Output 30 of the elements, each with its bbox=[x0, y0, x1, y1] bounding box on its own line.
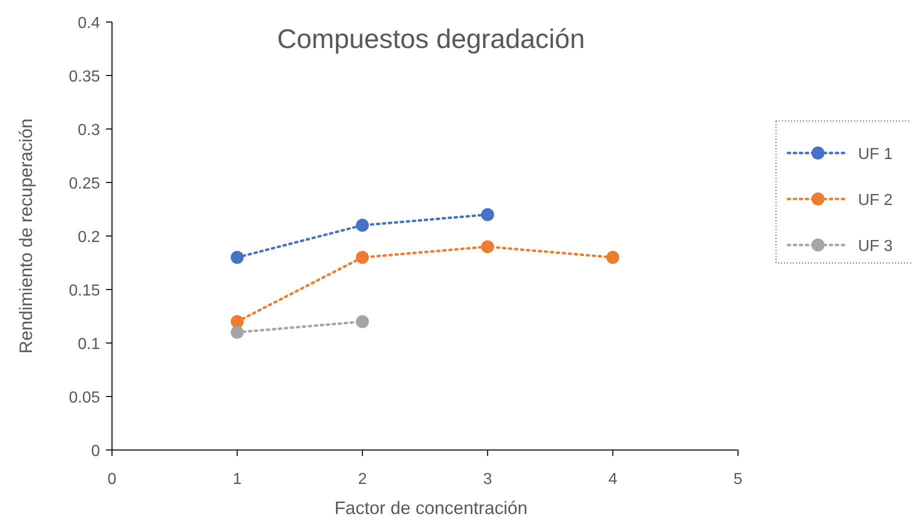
x-tick-label: 3 bbox=[483, 471, 492, 488]
point bbox=[606, 250, 620, 264]
x-tick-label: 0 bbox=[108, 471, 117, 488]
x-tick-label: 2 bbox=[358, 471, 367, 488]
point bbox=[230, 315, 244, 328]
legend-label: UF 3 bbox=[858, 238, 893, 255]
point bbox=[230, 326, 244, 339]
y-tick-label: 0.35 bbox=[68, 68, 100, 86]
y-axis-title: Rendimiento de recuperación bbox=[16, 118, 36, 354]
point bbox=[356, 315, 369, 328]
y-tick-label: 0.05 bbox=[68, 390, 100, 406]
point bbox=[356, 250, 369, 264]
y-tick-label: 0.3 bbox=[78, 122, 100, 139]
y-tick-label: 0.15 bbox=[68, 282, 100, 300]
x-tick-label: 5 bbox=[734, 471, 743, 488]
point bbox=[481, 240, 494, 254]
x-tick-label: 1 bbox=[232, 471, 242, 488]
point bbox=[356, 218, 369, 232]
point bbox=[230, 250, 244, 264]
point bbox=[481, 208, 494, 222]
y-tick-label: 0.1 bbox=[78, 336, 100, 353]
x-tick-label: 4 bbox=[608, 471, 618, 488]
legend-label: UF 1 bbox=[858, 146, 893, 163]
legend-label: UF 2 bbox=[858, 192, 893, 209]
x-axis-title: Factor de concentración bbox=[334, 498, 528, 518]
y-tick-label: 0.2 bbox=[78, 229, 100, 246]
y-tick-label: 0 bbox=[91, 443, 100, 460]
chart-title: Compuestos degradación bbox=[277, 24, 585, 54]
y-tick-label: 0.4 bbox=[78, 15, 100, 32]
y-tick-label: 0.25 bbox=[68, 176, 100, 192]
